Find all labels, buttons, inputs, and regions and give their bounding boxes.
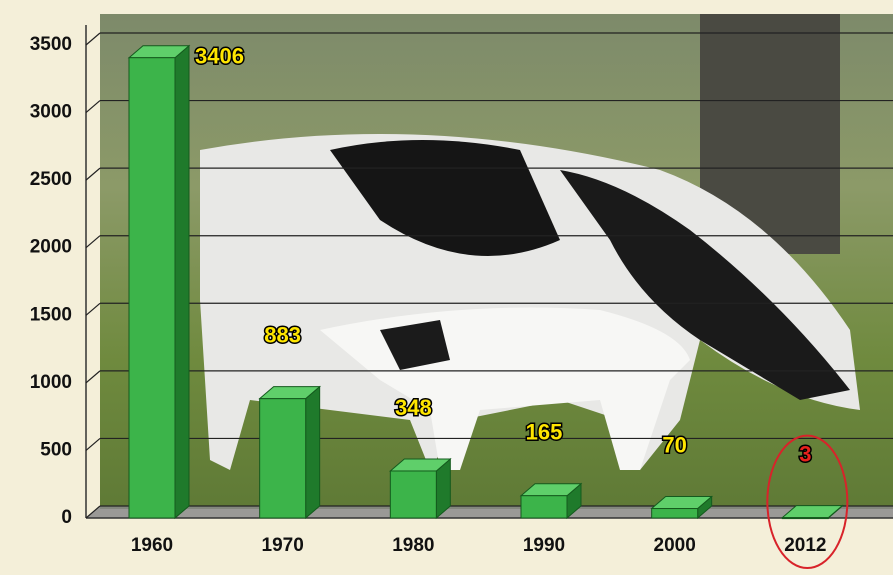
highlight-circle	[766, 434, 849, 569]
x-tick-label: 1960	[131, 535, 173, 556]
y-tick-label: 500	[40, 439, 72, 460]
bar	[128, 57, 176, 519]
bar	[259, 398, 307, 519]
y-tick-label: 3500	[30, 34, 72, 55]
y-tick-label: 2000	[30, 237, 72, 258]
value-label: 165	[526, 420, 563, 445]
y-tick-label: 3000	[30, 102, 72, 123]
value-label: 3	[799, 441, 811, 466]
grid-line	[85, 100, 101, 114]
bar	[781, 517, 829, 520]
x-tick-label: 1990	[523, 535, 565, 556]
bar-side	[305, 385, 321, 520]
y-tick-label: 1500	[30, 304, 72, 325]
photo-background	[100, 14, 893, 509]
x-tick-label: 1970	[262, 535, 304, 556]
x-tick-label: 2012	[784, 535, 826, 556]
grid-line	[85, 437, 101, 451]
grid-line	[85, 235, 101, 249]
value-label: 883	[264, 322, 301, 347]
grid-line	[85, 32, 101, 46]
grid-line	[85, 167, 101, 181]
bar-side	[174, 44, 190, 520]
bar	[389, 470, 437, 519]
bar	[651, 508, 699, 519]
value-label: 3406	[195, 44, 244, 69]
grid-line	[85, 302, 101, 316]
x-tick-label: 1980	[392, 535, 434, 556]
grid-line	[85, 505, 101, 519]
y-tick-label: 1000	[30, 372, 72, 393]
value-label: 348	[395, 395, 432, 420]
floor	[86, 506, 893, 518]
bar	[520, 495, 568, 519]
y-tick-label: 2500	[30, 169, 72, 190]
x-tick-label: 2000	[654, 535, 696, 556]
grid-line	[85, 370, 101, 384]
value-label: 70	[662, 432, 686, 457]
y-tick-label: 0	[61, 507, 72, 528]
